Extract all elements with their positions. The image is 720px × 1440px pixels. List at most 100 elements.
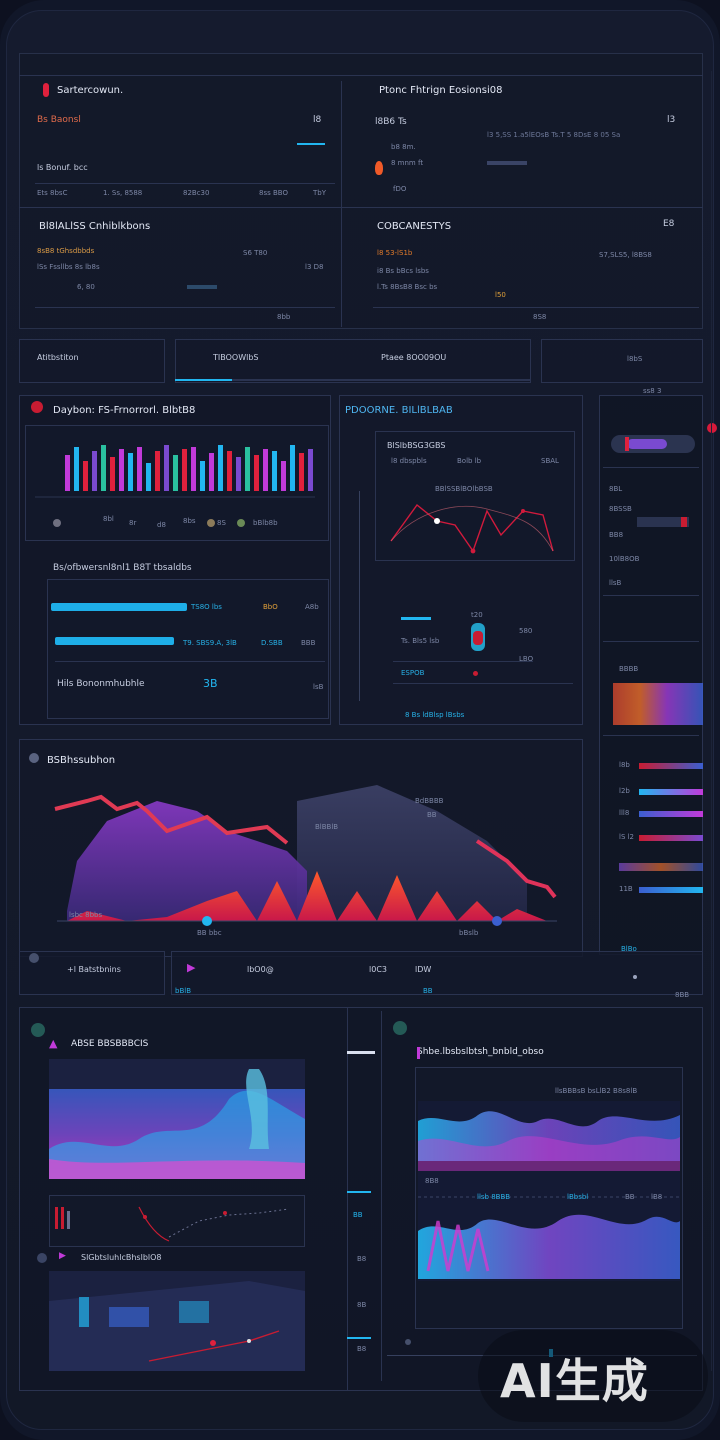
daybon-legend-0: 8bl [103, 515, 114, 523]
daybon-legend-5: bBlb8b [253, 519, 278, 527]
warning-icon: ▲ [49, 1037, 58, 1050]
bottom-left-sub: SlGbtsluhlcBhslblO8 [81, 1253, 162, 1262]
sidebar-item-1[interactable]: 8BSSB [609, 505, 632, 513]
daybon-bar [164, 445, 169, 491]
alert-icon [31, 401, 43, 413]
daybon-bar [227, 451, 232, 491]
play-icon[interactable]: ▶ [187, 961, 196, 974]
lower-right-title: COBCANESTYS [377, 221, 452, 232]
progress-box [47, 579, 329, 719]
progress-row2-label: T9. SBS9.A, 3lB [183, 639, 237, 647]
daybon-legend-3: 8bs [183, 517, 196, 525]
rowC-3: 8ss BBO [259, 189, 288, 197]
daybon-bar [263, 449, 268, 491]
dooane-row1-1: Bolb lb [457, 457, 482, 465]
lower-left-rowA: 8sB8 tGhsdbbds [37, 247, 95, 255]
daybon-bar-chart [35, 445, 315, 498]
toolbar-right: lDW [415, 965, 432, 974]
dooane-row2-1: 580 [519, 627, 533, 635]
daybon-bar [101, 445, 106, 491]
daybon-bar [137, 447, 142, 491]
top-right-title: Ptonc Fhtrign Eosionsi08 [379, 85, 503, 96]
dooane-footer: 8 Bs ldBlsp lBsbs [405, 711, 465, 719]
ruler-label-3: B8 [357, 1345, 367, 1353]
bottom-left-title: ABSE BBSBBBCIS [71, 1039, 149, 1049]
sidebar-item-4[interactable]: llsB [609, 579, 622, 587]
ruler-active-marker [347, 1051, 375, 1054]
daybon-bar [173, 455, 178, 491]
lower-right-rowC-value: l50 [495, 291, 506, 299]
toolbar-main[interactable] [171, 951, 703, 995]
sidebar-list-2[interactable]: lll8 [619, 809, 630, 817]
stat-card-2-label: TIBOOWlbS [213, 353, 259, 362]
lower-right-value: E8 [663, 219, 675, 229]
sidebar-item-0[interactable]: 8BL [609, 485, 623, 493]
toolbar-corner: 8BB [675, 991, 690, 999]
rowC-4: TbY [313, 189, 326, 197]
lower-left-footer: 8bb [277, 313, 291, 321]
sidebar-list-3[interactable]: lS l2 [619, 833, 635, 841]
daybon-bar [110, 457, 115, 491]
bottom-left-scatter [55, 1206, 290, 1242]
lower-left-rowB: lSs Fssllbs 8s lb8s [37, 263, 100, 271]
toolbar-left-label: +l Batstbnins [67, 965, 121, 974]
dooane-small: ESPOB [401, 669, 425, 677]
ruler-label-1: B8 [357, 1255, 367, 1263]
right-rowA-mid: b8 8m. [391, 143, 416, 151]
daybon-legend-4: 8S [217, 519, 226, 527]
progress-row2-end: BBB [301, 639, 316, 647]
stat-card-4-label: l8bS [627, 355, 643, 363]
bottom-right-axis-2: lBbsbl [567, 1193, 589, 1201]
right-rowB: 8 mnm ft [391, 159, 424, 167]
rowA-value: l8 [313, 115, 322, 125]
sidebar-list-1[interactable]: l2b [619, 787, 630, 795]
ai-watermark: AI生成 [500, 1354, 649, 1408]
sidebar-label-2: BBBB [619, 665, 639, 673]
area-title-icon [29, 753, 39, 763]
dooane-annot: BBlSSBlBOlbBSB [435, 485, 493, 493]
sidebar-item-2[interactable]: BB8 [609, 531, 624, 539]
daybon-bar [290, 445, 295, 491]
daybon-bar [92, 451, 97, 491]
sidebar-heatstrip [613, 683, 703, 725]
ruler-label-0: BB [353, 1211, 363, 1219]
lower-right-rowA-value: S7,SLS5, l8BS8 [599, 251, 652, 259]
bottom-right-chart [418, 1101, 680, 1281]
right-rowC: fDO [393, 185, 407, 193]
area-axis-2: bBslb [459, 929, 479, 937]
toolbar-value: lbO0@ [247, 965, 274, 974]
sidebar-item-3[interactable]: 10lB8OB [609, 555, 640, 563]
bottom-left-scatter-box [49, 1195, 305, 1247]
rowC-1: 1. Ss, 8588 [103, 189, 143, 197]
progress-bar-2 [55, 637, 174, 645]
rowC-0: Ets 8bsC [37, 189, 68, 197]
stat-card-4[interactable] [541, 339, 703, 383]
lower-left-title: Bl8lALlSS Cnhiblkbons [39, 221, 151, 232]
bottom-left-chart [49, 1059, 305, 1179]
watermark-background [478, 1330, 708, 1422]
daybon-bar [128, 453, 133, 491]
bottom-left-chart2 [49, 1271, 305, 1371]
sidebar-item-1-bar [637, 517, 689, 527]
bottom-left-icon [31, 1023, 45, 1037]
daybon-title: Daybon: FS-Frnorrorl. BlbtB8 [53, 405, 196, 416]
area-axis-0: lsbc 8bbs [69, 911, 103, 919]
play-small-icon[interactable]: ▶ [59, 1251, 66, 1261]
sidebar-list-4[interactable]: 11B [619, 885, 633, 893]
daybon-bar [254, 455, 259, 491]
area-tag-c: BlBBlB [315, 823, 339, 831]
rowC-2: 82Bc30 [183, 189, 210, 197]
bottom-right-axis-4: lB8 [651, 1193, 663, 1201]
stat-card-2[interactable] [175, 339, 531, 383]
toolbar-sub-1: BB [423, 987, 433, 995]
stat-card-4-sub: ss8 3 [643, 387, 662, 395]
dooane-line-chart [390, 503, 554, 554]
bottom-right-axis-0: 8B8 [425, 1177, 439, 1185]
stat-card-1[interactable] [19, 339, 165, 383]
bottom-right-sub: llsBBBsB bsLlB2 B8s8lB [555, 1087, 638, 1095]
toolbar-left[interactable] [19, 951, 165, 995]
sidebar-list-0[interactable]: l8b [619, 761, 630, 769]
area-chart [54, 785, 557, 926]
daybon-bar [182, 449, 187, 491]
